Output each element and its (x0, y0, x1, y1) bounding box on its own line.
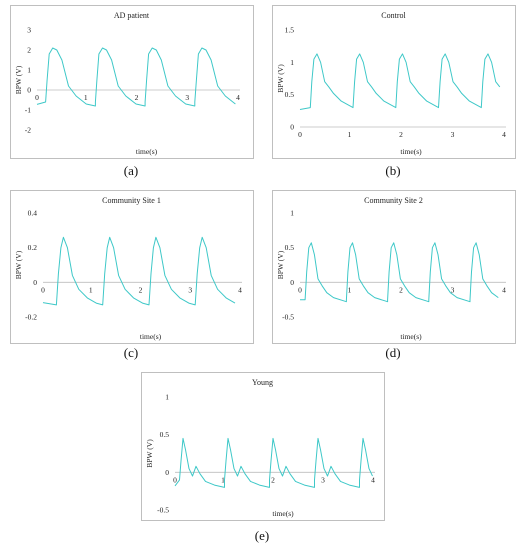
panel-caption: (b) (385, 163, 400, 178)
x-tick-label: 4 (238, 285, 242, 294)
x-tick-label: 1 (89, 285, 93, 294)
chart-title: Community Site 1 (102, 196, 161, 205)
x-tick-label: 4 (502, 130, 506, 139)
x-tick-label: 3 (185, 93, 189, 102)
y-tick-label: 0.5 (285, 243, 295, 252)
waveform-line (299, 242, 499, 303)
x-tick-label: 3 (321, 475, 325, 484)
x-axis-label: time(s) (400, 332, 422, 341)
x-tick-label: 0 (173, 475, 177, 484)
y-axis-label: BPW (V) (276, 250, 285, 279)
x-axis-label: time(s) (136, 147, 158, 156)
y-tick-label: 0 (33, 278, 37, 287)
x-tick-label: 2 (271, 475, 275, 484)
x-tick-label: 3 (451, 285, 455, 294)
chart-title: AD patient (114, 11, 150, 20)
y-axis-label: BPW (V) (14, 250, 23, 279)
panel-caption: (a) (124, 163, 138, 178)
y-tick-label: -1 (25, 106, 31, 115)
y-tick-label: 0.4 (28, 209, 38, 218)
chart-frame (141, 372, 385, 521)
x-tick-label: 2 (399, 130, 403, 139)
y-tick-label: 1.5 (285, 26, 295, 35)
waveform-line (299, 53, 501, 110)
y-tick-label: -0.2 (25, 313, 37, 322)
y-tick-label: 1 (165, 393, 169, 402)
y-axis-label: BPW (V) (14, 65, 23, 94)
y-tick-label: 0 (165, 468, 169, 477)
chart-panel-1: AD patient -2 -1 0 1 2 3 0 1 2 3 4 BPW (V) time(s) (a) (10, 5, 254, 178)
chart-title: Young (252, 378, 273, 387)
chart-frame (10, 5, 254, 159)
y-axis-label: BPW (V) (276, 64, 285, 93)
y-tick-label: 0.2 (28, 243, 38, 252)
x-tick-label: 0 (41, 285, 45, 294)
y-tick-label: 0 (27, 86, 31, 95)
chart-frame (272, 5, 516, 159)
y-tick-label: 0 (290, 278, 294, 287)
chart-frame (10, 190, 254, 344)
waveform-line (174, 437, 373, 488)
waveform-line (42, 236, 236, 306)
x-tick-label: 1 (348, 285, 352, 294)
x-tick-label: 0 (298, 285, 302, 294)
y-tick-label: -0.5 (157, 506, 169, 515)
y-tick-label: 1 (27, 66, 31, 75)
x-tick-label: 4 (371, 475, 375, 484)
x-tick-label: 2 (139, 285, 143, 294)
x-tick-label: 1 (348, 130, 352, 139)
y-tick-label: -2 (25, 126, 31, 135)
x-tick-label: 0 (298, 130, 302, 139)
x-tick-label: 1 (221, 475, 225, 484)
x-tick-label: 2 (135, 93, 139, 102)
panel-caption: (e) (255, 528, 269, 543)
y-tick-label: 1 (290, 58, 294, 67)
y-tick-label: 2 (27, 46, 31, 55)
x-tick-label: 1 (84, 93, 88, 102)
panel-caption: (d) (385, 345, 400, 360)
y-tick-label: -0.5 (282, 313, 294, 322)
x-tick-label: 4 (236, 93, 240, 102)
y-tick-label: 0.5 (160, 430, 170, 439)
chart-frame (272, 190, 516, 344)
waveform-line (36, 47, 236, 107)
x-tick-label: 2 (399, 285, 403, 294)
chart-title: Control (381, 11, 406, 20)
panel-caption: (c) (124, 345, 138, 360)
chart-title: Community Site 2 (364, 196, 423, 205)
y-axis-label: BPW (V) (145, 439, 154, 468)
y-tick-label: 1 (290, 209, 294, 218)
y-tick-label: 3 (27, 26, 31, 35)
x-tick-label: 3 (451, 130, 455, 139)
chart-panel-5: Young -0.5 0 0.5 1 0 1 2 3 4 BPW (V) time(s) (e) (141, 372, 385, 543)
x-axis-label: time(s) (400, 147, 422, 156)
chart-panel-3: Community Site 1 -0.2 0 0.2 0.4 0 1 2 3 4 BPW (V) t… (10, 190, 254, 360)
y-tick-label: 0.5 (285, 90, 295, 99)
x-tick-label: 0 (35, 93, 39, 102)
x-axis-label: time(s) (140, 332, 162, 341)
x-tick-label: 3 (188, 285, 192, 294)
x-axis-label: time(s) (272, 509, 294, 518)
y-tick-label: 0 (290, 123, 294, 132)
x-tick-label: 4 (502, 285, 506, 294)
chart-panel-4: Community Site 2 -0.5 0 0.5 1 0 1 2 3 4 BPW (V) tim… (272, 190, 516, 360)
chart-panel-2: Control 0 0.5 1 1.5 0 1 2 3 4 BPW (V) time(s)(b) (272, 5, 516, 178)
